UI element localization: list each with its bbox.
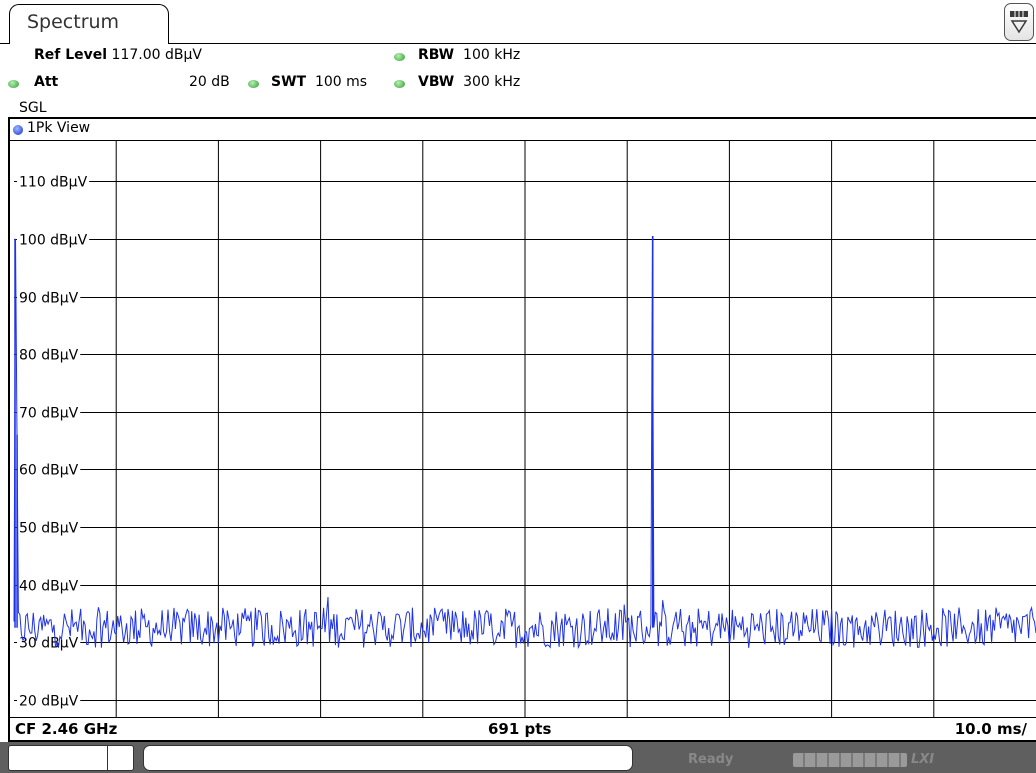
time-per-division-label: 10.0 ms/ <box>954 720 1027 738</box>
y-tick-label: 30 dBµV <box>19 636 79 652</box>
status-field-left[interactable] <box>8 745 134 771</box>
ref-level-setting[interactable]: Ref Level 117.00 dBµV <box>34 47 202 63</box>
y-tick-label-background <box>17 460 81 478</box>
tab-divider <box>0 43 10 44</box>
status-field-divider <box>107 746 108 770</box>
sweep-points-label: 691 pts <box>488 720 552 738</box>
ref-level-value: 117.00 dBµV <box>111 47 202 63</box>
y-tick-label: 110 dBµV <box>19 175 88 191</box>
y-tick-label-background <box>17 172 90 190</box>
swt-value: 100 ms <box>314 74 368 90</box>
att-setting[interactable]: Att <box>34 74 58 90</box>
y-axis-tick-labels: 110 dBµV 100 dBµV 90 dBµV 80 dBµV 70 dBµV 60 … <box>17 172 90 710</box>
dropdown-menu-button[interactable] <box>1004 3 1034 41</box>
dropdown-menu-icon <box>1010 11 1028 34</box>
tab-bar: Spectrum <box>0 0 1036 44</box>
sweep-progress-bar <box>793 753 907 767</box>
y-tick-label: 80 dBµV <box>19 348 79 364</box>
swt-setting[interactable]: SWT 100 ms <box>271 74 367 90</box>
y-tick-label-background <box>17 518 81 536</box>
vbw-indicator-icon <box>394 80 405 88</box>
trace-line <box>13 235 1036 650</box>
lxi-logo: LXI <box>911 752 935 767</box>
y-tick-label-background <box>17 633 81 651</box>
tab-spectrum[interactable]: Spectrum <box>9 4 169 44</box>
y-tick-label: 50 dBµV <box>19 521 79 537</box>
swt-label: SWT <box>271 74 307 90</box>
ref-level-label: Ref Level <box>34 47 108 63</box>
y-tick-label: 60 dBµV <box>19 463 79 479</box>
diagram-panel <box>8 117 1036 742</box>
ready-status: Ready <box>688 752 734 767</box>
trace-indicator-icon <box>13 125 23 135</box>
att-value-container: 20 dB <box>189 74 230 90</box>
y-tick-label-background <box>17 288 81 306</box>
y-tick-label-background <box>17 576 81 594</box>
sweep-mode-label: SGL <box>19 100 47 116</box>
att-label: Att <box>34 74 59 90</box>
trace-series <box>13 235 1036 650</box>
center-frequency-label: CF 2.46 GHz <box>15 720 118 738</box>
view-title-divider <box>10 140 1036 141</box>
rbw-setting[interactable]: RBW 100 kHz <box>418 47 520 63</box>
diagram-footer: CF 2.46 GHz 691 pts 10.0 ms/ <box>10 717 1036 740</box>
y-tick-label: 90 dBµV <box>19 291 79 307</box>
vbw-value: 300 kHz <box>463 74 521 90</box>
rbw-label: RBW <box>418 47 455 63</box>
att-indicator-icon <box>8 80 19 88</box>
rbw-indicator-icon <box>394 53 405 61</box>
tab-spectrum-label: Spectrum <box>27 11 120 33</box>
att-value: 20 dB <box>189 74 230 90</box>
view-title: 1Pk View <box>27 120 91 136</box>
rbw-value: 100 kHz <box>463 47 521 63</box>
chart-grid <box>14 141 1036 717</box>
y-tick-label: 70 dBµV <box>19 406 79 422</box>
y-tick-label-background <box>17 403 81 421</box>
vbw-label: VBW <box>418 74 455 90</box>
y-tick-label: 100 dBµV <box>19 233 88 249</box>
y-tick-label: 20 dBµV <box>19 694 79 710</box>
tab-divider <box>168 43 1036 44</box>
y-tick-label-background <box>17 230 90 248</box>
vbw-setting[interactable]: VBW 300 kHz <box>418 74 520 90</box>
status-message-field[interactable] <box>143 745 633 771</box>
y-tick-label-background <box>17 345 81 363</box>
y-tick-label: 40 dBµV <box>19 579 79 595</box>
swt-indicator-icon <box>248 80 259 88</box>
y-tick-label-background <box>17 691 81 709</box>
